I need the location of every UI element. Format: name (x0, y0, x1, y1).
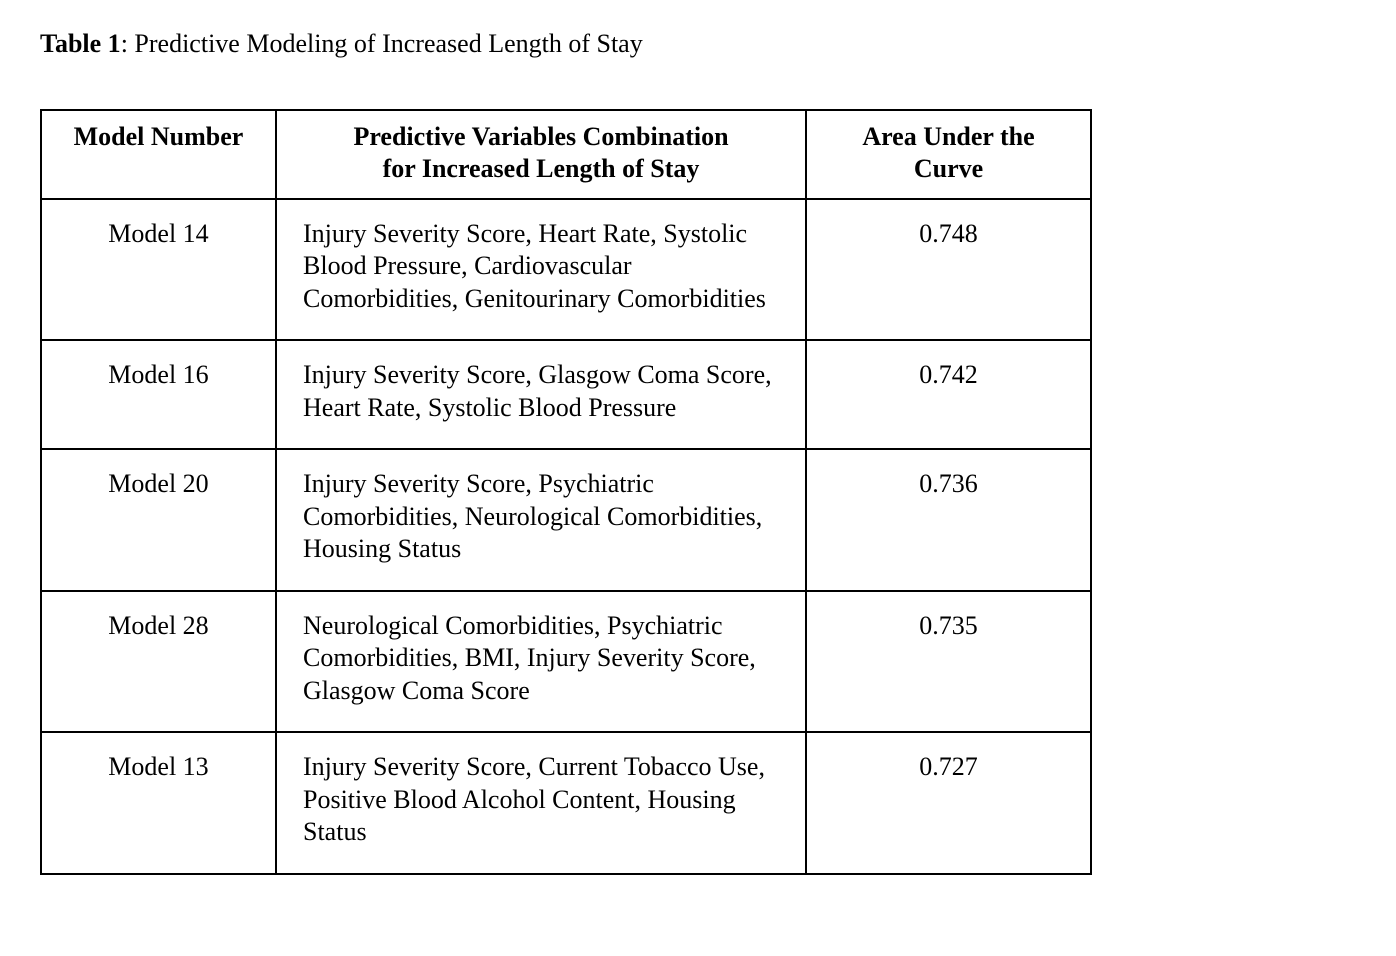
cell-predictive-variables: Neurological Comorbidities, Psychiatric … (276, 591, 806, 733)
table-caption-label: Table 1 (40, 29, 121, 58)
cell-model-number: Model 13 (41, 732, 276, 874)
col-header-text: Predictive Variables Combination (297, 121, 785, 154)
table-row: Model 20 Injury Severity Score, Psychiat… (41, 449, 1091, 591)
cell-auc: 0.736 (806, 449, 1091, 591)
table-caption-title: Predictive Modeling of Increased Length … (134, 29, 642, 58)
cell-auc: 0.735 (806, 591, 1091, 733)
cell-model-number: Model 20 (41, 449, 276, 591)
cell-auc: 0.742 (806, 340, 1091, 449)
cell-predictive-variables: Injury Severity Score, Glasgow Coma Scor… (276, 340, 806, 449)
table-row: Model 13 Injury Severity Score, Current … (41, 732, 1091, 874)
cell-model-number: Model 16 (41, 340, 276, 449)
table-header: Model Number Predictive Variables Combin… (41, 110, 1091, 199)
table-row: Model 28 Neurological Comorbidities, Psy… (41, 591, 1091, 733)
col-header-model-number: Model Number (41, 110, 276, 199)
page: Table 1: Predictive Modeling of Increase… (0, 0, 1396, 956)
cell-auc: 0.727 (806, 732, 1091, 874)
cell-predictive-variables: Injury Severity Score, Psychiatric Comor… (276, 449, 806, 591)
cell-predictive-variables: Injury Severity Score, Heart Rate, Systo… (276, 199, 806, 341)
cell-predictive-variables: Injury Severity Score, Current Tobacco U… (276, 732, 806, 874)
predictive-models-table: Model Number Predictive Variables Combin… (40, 109, 1092, 875)
col-header-auc: Area Under the Curve (806, 110, 1091, 199)
table-body: Model 14 Injury Severity Score, Heart Ra… (41, 199, 1091, 874)
cell-model-number: Model 28 (41, 591, 276, 733)
col-header-text: for Increased Length of Stay (297, 153, 785, 186)
col-header-text: Area Under the Curve (827, 121, 1070, 186)
table-row: Model 16 Injury Severity Score, Glasgow … (41, 340, 1091, 449)
col-header-text: Model Number (62, 121, 255, 154)
table-caption: Table 1: Predictive Modeling of Increase… (40, 28, 1356, 61)
col-header-predictive-variables: Predictive Variables Combination for Inc… (276, 110, 806, 199)
table-header-row: Model Number Predictive Variables Combin… (41, 110, 1091, 199)
cell-model-number: Model 14 (41, 199, 276, 341)
cell-auc: 0.748 (806, 199, 1091, 341)
table-caption-separator: : (121, 29, 135, 58)
table-row: Model 14 Injury Severity Score, Heart Ra… (41, 199, 1091, 341)
